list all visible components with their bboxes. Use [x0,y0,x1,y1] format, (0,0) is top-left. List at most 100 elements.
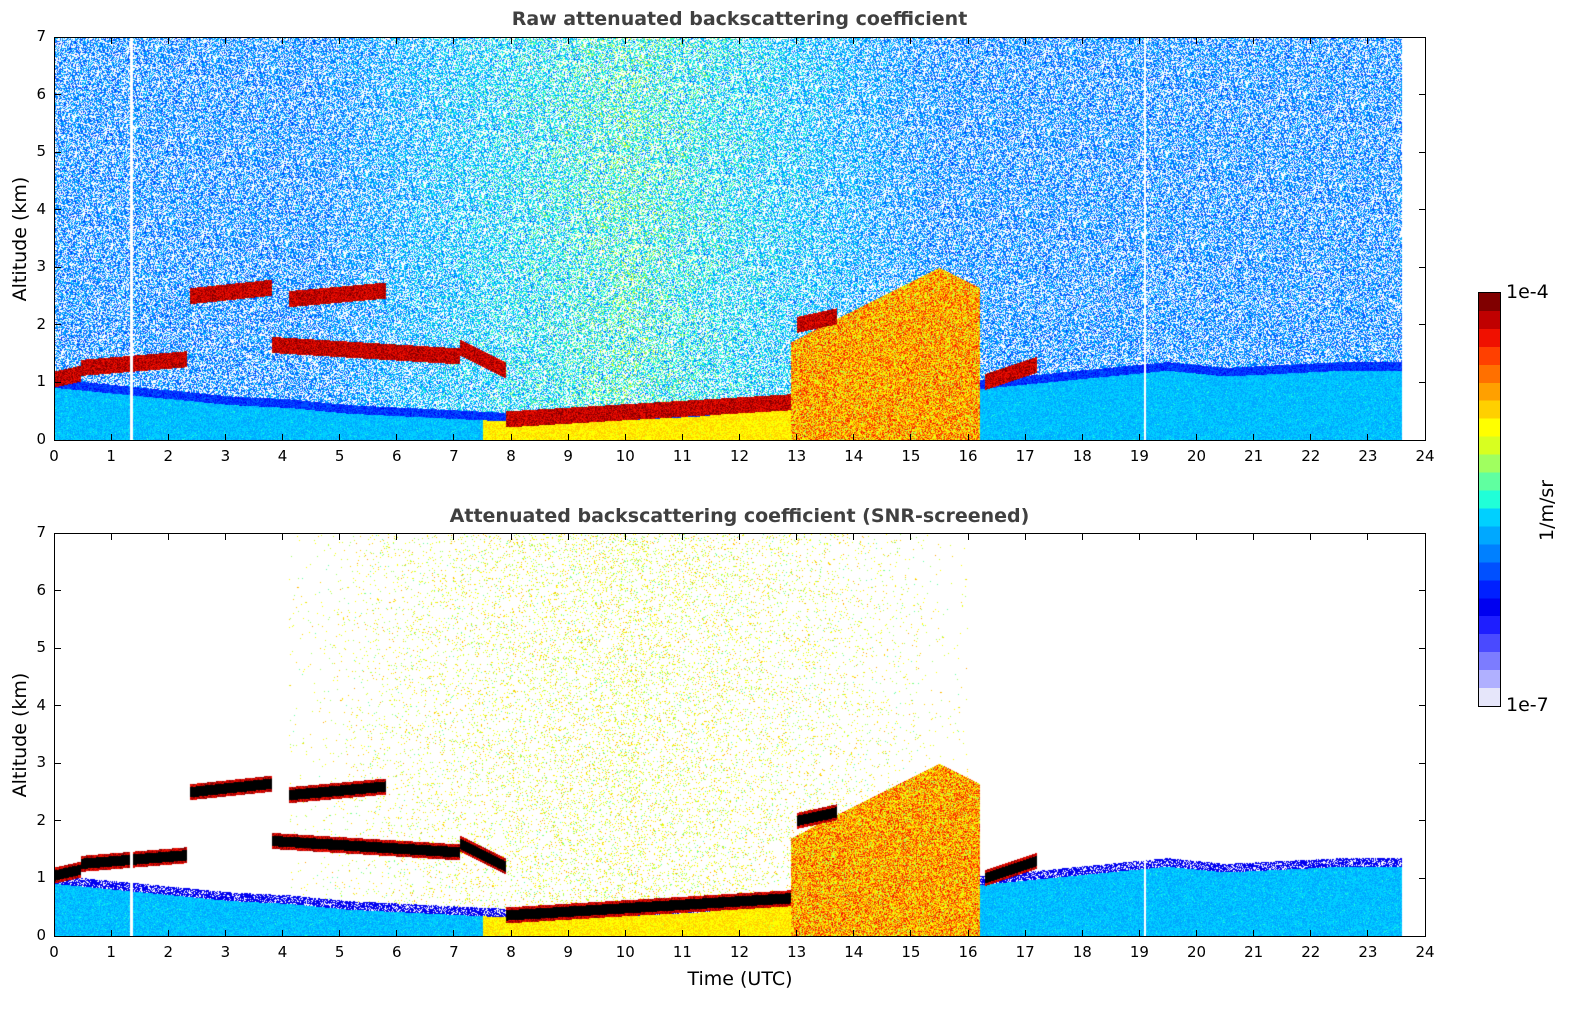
x-tick-mark [224,37,226,44]
x-tick-mark [1424,37,1426,44]
x-tick-mark [510,533,512,540]
x-tick-mark [1367,37,1369,44]
y-tick-label: 1 [36,868,46,887]
x-tick-mark [567,930,569,937]
x-tick-mark [1367,533,1369,540]
bottom-plot-title: Attenuated backscattering coefficient (S… [449,505,1030,527]
y-tick-mark [1419,94,1426,96]
x-tick-label: 18 [1072,447,1092,465]
x-tick-label: 10 [615,447,635,465]
y-tick-label: 4 [36,695,46,714]
x-tick-label: 13 [787,447,807,465]
x-tick-label: 8 [506,943,516,961]
y-tick-mark [1419,36,1426,38]
y-tick-label: 5 [36,142,46,161]
x-tick-label: 3 [220,943,231,961]
y-tick-mark [54,935,61,937]
top-plot-title: Raw attenuated backscattering coefficien… [511,8,968,30]
x-tick-label: 23 [1358,943,1378,961]
x-tick-mark [910,37,912,44]
x-tick-mark [624,533,626,540]
y-tick-label: 3 [36,257,46,276]
bottom-y-axis-label: Altitude (km) [9,672,31,798]
y-tick-label: 3 [36,753,46,772]
x-tick-mark [796,37,798,44]
x-tick-mark [510,37,512,44]
x-tick-mark [681,930,683,937]
y-tick-label: 7 [36,27,46,45]
colorbar-unit-label: 1/m/sr [1536,479,1558,541]
x-tick-mark [796,434,798,441]
x-tick-mark [282,930,283,937]
x-tick-mark [1253,37,1255,44]
x-tick-mark [681,533,683,540]
y-tick-mark [1419,151,1426,153]
x-tick-mark [624,37,626,44]
x-tick-mark [567,434,569,441]
x-tick-label: 6 [391,943,402,961]
x-tick-mark [1138,37,1140,44]
x-tick-label: 21 [1244,447,1264,465]
x-tick-mark [910,533,912,540]
x-tick-label: 23 [1358,447,1378,465]
x-tick-mark [1424,434,1426,441]
x-tick-mark [224,533,226,540]
x-tick-mark [510,930,512,937]
y-tick-label: 6 [36,84,46,103]
y-tick-label: 5 [36,638,46,657]
y-tick-label: 7 [36,523,46,541]
x-tick-mark [1196,434,1197,441]
y-tick-label: 2 [36,314,46,333]
x-tick-mark [739,37,740,44]
x-tick-mark [1310,533,1312,540]
y-tick-mark [54,94,61,96]
x-tick-mark [167,37,169,44]
x-tick-mark [739,533,740,540]
bottom-x-axis-label: Time (UTC) [687,968,793,990]
x-tick-mark [853,37,855,44]
y-tick-mark [54,532,61,534]
x-tick-mark [1253,533,1255,540]
x-tick-mark [339,37,341,44]
x-tick-label: 11 [672,943,692,961]
x-tick-mark [53,434,55,441]
x-tick-label: 12 [729,943,750,961]
x-tick-mark [567,37,569,44]
x-tick-mark [339,533,341,540]
y-tick-label: 6 [36,580,46,599]
x-tick-mark [853,930,855,937]
y-tick-mark [1419,324,1426,326]
x-tick-mark [1024,930,1026,937]
x-tick-mark [453,37,455,44]
x-tick-mark [110,533,112,540]
x-tick-label: 16 [958,943,978,961]
x-tick-label: 5 [334,943,345,961]
x-tick-mark [1253,930,1255,937]
x-tick-mark [396,37,398,44]
x-tick-mark [1310,434,1312,441]
y-tick-mark [1419,877,1426,879]
x-tick-mark [1196,930,1197,937]
colorbar-min-label: 1e-7 [1506,694,1549,716]
x-tick-mark [282,37,283,44]
x-tick-mark [1253,434,1255,441]
x-tick-mark [1024,533,1026,540]
x-tick-mark [739,930,740,937]
x-tick-mark [853,533,855,540]
x-tick-label: 24 [1415,447,1435,465]
y-tick-mark [54,266,61,268]
top-heatmap [55,38,1425,440]
x-tick-label: 9 [563,943,573,961]
y-tick-label: 1 [36,372,46,391]
y-tick-mark [54,36,61,38]
x-tick-label: 11 [672,447,692,465]
x-tick-mark [53,930,55,937]
x-tick-label: 12 [729,447,750,465]
x-tick-label: 0 [49,943,59,961]
x-tick-label: 17 [1015,447,1035,465]
x-tick-label: 5 [334,447,345,465]
x-tick-mark [339,434,341,441]
y-tick-mark [54,647,61,649]
colorbar [1478,292,1501,707]
y-tick-mark [54,381,61,383]
